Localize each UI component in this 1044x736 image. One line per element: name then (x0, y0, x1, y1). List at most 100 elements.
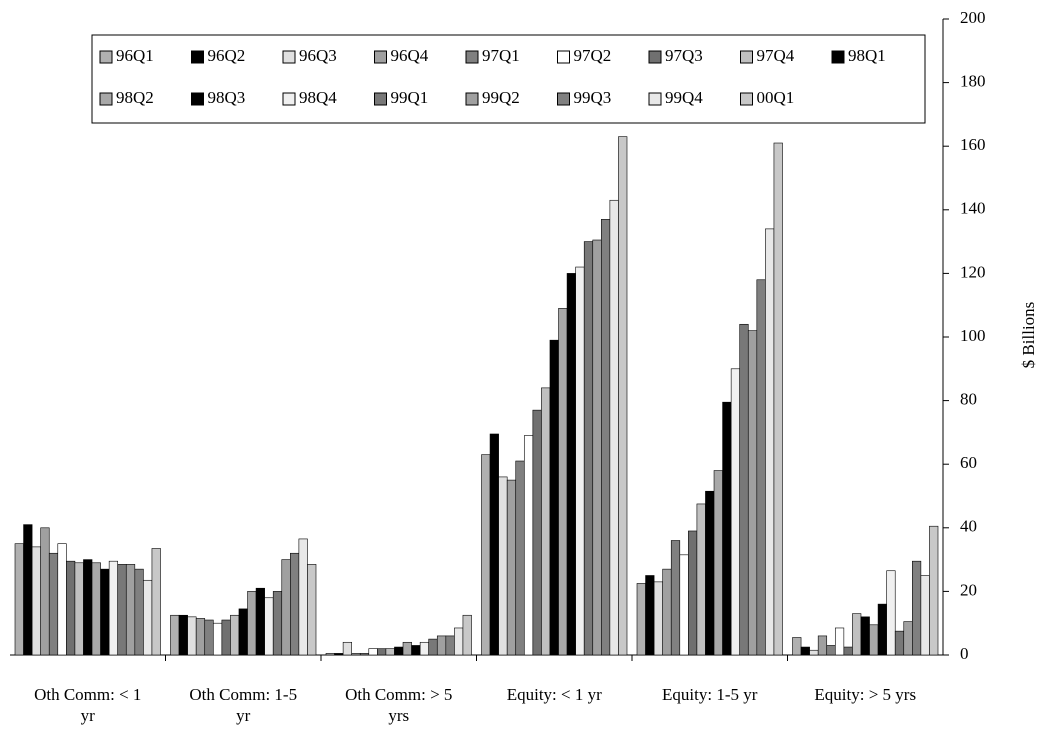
bar (653, 581, 663, 656)
bar (662, 568, 672, 656)
bar (756, 279, 766, 656)
bar (515, 460, 525, 656)
bar (151, 548, 161, 656)
legend-label: 99Q1 (391, 88, 429, 107)
bar (108, 560, 119, 656)
bar (575, 266, 585, 656)
bar (359, 653, 370, 656)
bar (583, 241, 594, 656)
bar (83, 559, 93, 656)
bar (74, 562, 84, 656)
bar (298, 538, 308, 656)
bar (212, 622, 223, 656)
bar (334, 653, 344, 656)
bar (272, 591, 283, 656)
bar (601, 219, 611, 656)
x-tick-label: Equity: > 5 yrs (814, 685, 917, 704)
bar (290, 552, 300, 656)
legend-swatch (648, 50, 662, 64)
bar (558, 308, 568, 656)
bar (307, 564, 317, 656)
bar (705, 490, 715, 656)
bar (187, 616, 197, 656)
bar (713, 470, 723, 656)
bar (800, 646, 810, 656)
bar (247, 591, 257, 656)
bar (523, 435, 534, 656)
bar (230, 614, 240, 656)
bar (877, 603, 887, 656)
bar (765, 228, 775, 656)
bar (462, 614, 472, 656)
x-tick-label: Oth Comm: > 5 yrs (345, 685, 453, 725)
y-tick-label: 200 (960, 8, 986, 27)
legend-label: 98Q1 (848, 46, 886, 65)
legend-label: 96Q4 (391, 46, 429, 65)
bar (134, 568, 144, 656)
x-tick-label: Oth Comm: < 1 yr (34, 685, 142, 725)
bar (886, 570, 896, 656)
y-tick-label: 20 (960, 580, 977, 599)
bar (281, 559, 291, 656)
bar (903, 621, 913, 656)
legend-swatch (374, 50, 387, 64)
legend-label: 98Q4 (299, 88, 337, 107)
legend-swatch (191, 92, 204, 106)
bar (125, 564, 136, 656)
bar (739, 323, 749, 656)
bar (489, 433, 499, 656)
bar (419, 641, 430, 656)
legend-label: 96Q3 (299, 46, 337, 65)
y-tick-label: 40 (960, 517, 977, 536)
legend-label: 98Q3 (208, 88, 246, 107)
bar (645, 575, 655, 656)
legend-swatch (374, 92, 387, 106)
legend-label: 00Q1 (757, 88, 795, 107)
bar (436, 635, 447, 656)
y-tick-label: 180 (960, 72, 986, 91)
legend-label: 98Q2 (116, 88, 154, 107)
bar (368, 648, 378, 656)
y-tick-label: 120 (960, 262, 986, 281)
bar (14, 543, 24, 656)
legend-swatch (740, 92, 753, 106)
bar (143, 579, 153, 656)
bar (860, 616, 870, 656)
bar (238, 608, 248, 656)
y-tick-label: 60 (960, 453, 977, 472)
bar (679, 554, 689, 656)
y-tick-label: 160 (960, 135, 986, 154)
bar (566, 273, 576, 656)
bar (929, 525, 939, 656)
bar (325, 653, 335, 656)
bar (402, 641, 412, 656)
bar (852, 613, 862, 656)
legend-swatch (99, 92, 113, 106)
bar (342, 641, 352, 656)
legend-swatch (465, 50, 479, 64)
bar (394, 646, 404, 656)
bar (894, 630, 905, 656)
bar (688, 530, 698, 656)
bar (178, 614, 188, 656)
legend-label: 97Q4 (757, 46, 795, 65)
bar (592, 239, 602, 656)
bar (696, 503, 706, 656)
bar (722, 401, 732, 656)
bar (454, 627, 464, 656)
bar (609, 199, 619, 656)
bar (549, 339, 559, 656)
bar (809, 649, 819, 656)
legend-swatch (648, 92, 662, 106)
y-tick-label: 140 (960, 199, 986, 218)
y-tick-label: 100 (960, 326, 986, 345)
bar (912, 560, 922, 656)
legend-label: 99Q4 (665, 88, 703, 107)
legend-label: 96Q2 (208, 46, 246, 65)
bar (428, 638, 438, 656)
legend-swatch (191, 50, 204, 64)
bar (57, 543, 67, 656)
legend-swatch (740, 50, 753, 64)
bar (506, 479, 517, 656)
